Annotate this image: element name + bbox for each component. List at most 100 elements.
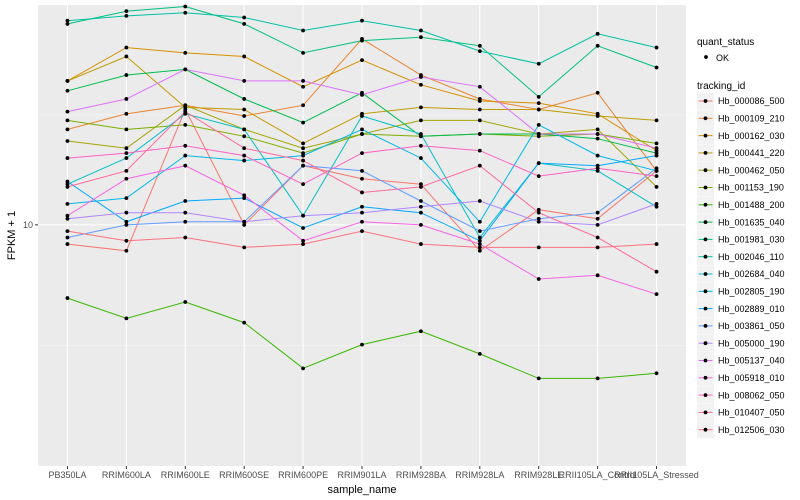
data-point xyxy=(536,107,541,112)
data-point xyxy=(360,210,364,215)
data-point xyxy=(477,99,482,103)
data-point xyxy=(65,182,70,187)
data-point xyxy=(477,238,482,243)
data-point xyxy=(242,153,247,158)
data-point xyxy=(242,134,247,139)
data-point xyxy=(183,153,188,158)
quant-status-ok-dot xyxy=(704,55,708,59)
legend-label: Hb_002889_010 xyxy=(718,304,785,314)
x-tick-label: RRIM901LA xyxy=(337,470,386,480)
data-point xyxy=(124,238,129,243)
data-point xyxy=(242,193,247,198)
data-point xyxy=(419,199,423,203)
x-tick-label: RRIM600SE xyxy=(219,470,269,480)
legend-label: Hb_001153_190 xyxy=(718,183,784,193)
data-point xyxy=(536,277,541,281)
data-point xyxy=(536,210,541,215)
data-point xyxy=(654,168,659,173)
data-point xyxy=(301,182,305,187)
data-point xyxy=(183,199,188,203)
legend-key-point xyxy=(703,324,708,328)
data-point xyxy=(360,168,364,173)
data-point xyxy=(301,153,305,158)
data-point xyxy=(242,97,247,101)
data-point xyxy=(360,132,364,136)
x-tick-label: RRII105LA_Control xyxy=(559,470,637,480)
data-point xyxy=(301,78,305,83)
data-point xyxy=(242,127,247,132)
legend-key-point xyxy=(703,168,708,173)
data-point xyxy=(65,118,70,123)
data-point xyxy=(654,269,659,274)
data-point xyxy=(419,204,423,209)
data-point xyxy=(419,82,423,87)
legend-label: Hb_005137_040 xyxy=(718,356,785,366)
data-point xyxy=(536,94,541,99)
data-point xyxy=(477,49,482,53)
data-point xyxy=(124,146,129,151)
data-point xyxy=(124,9,129,14)
data-point xyxy=(242,114,247,118)
legend-key-point xyxy=(703,375,708,380)
data-point xyxy=(595,43,600,48)
data-point xyxy=(536,61,541,66)
legend-label: Hb_001981_030 xyxy=(718,235,785,245)
legend-key-point xyxy=(703,393,708,397)
legend-label: Hb_000109_210 xyxy=(718,114,785,124)
quant-status-ok-label: OK xyxy=(716,53,729,63)
x-tick-label: RRII105LA_Stressed xyxy=(614,470,699,480)
legend-label: Hb_012506_030 xyxy=(718,425,785,435)
data-point xyxy=(242,78,247,83)
data-point xyxy=(242,54,247,59)
data-point xyxy=(595,166,600,171)
data-point xyxy=(360,204,364,209)
data-point xyxy=(477,107,482,112)
data-point xyxy=(477,248,482,253)
legend-key-point xyxy=(703,358,708,363)
data-point xyxy=(654,292,659,297)
data-point xyxy=(65,242,70,246)
data-point xyxy=(124,13,129,18)
legend-key-point xyxy=(703,254,708,259)
data-point xyxy=(65,156,70,160)
data-point xyxy=(242,196,247,201)
data-point xyxy=(654,153,659,158)
data-point xyxy=(183,219,188,224)
data-point xyxy=(242,245,247,250)
data-point xyxy=(477,235,482,240)
data-point xyxy=(124,73,129,77)
data-point xyxy=(419,28,423,33)
data-point xyxy=(477,219,482,224)
data-point xyxy=(124,54,129,59)
data-point xyxy=(595,168,600,173)
legend-label: Hb_001635_040 xyxy=(718,217,785,227)
data-point xyxy=(595,273,600,278)
legend-label: Hb_005000_190 xyxy=(718,338,785,348)
data-point xyxy=(301,242,305,246)
data-point xyxy=(301,84,305,89)
data-point xyxy=(360,229,364,234)
data-point xyxy=(419,143,423,148)
data-point xyxy=(419,156,423,160)
data-point xyxy=(301,146,305,151)
data-point xyxy=(301,120,305,125)
legend-label: Hb_002805_190 xyxy=(718,287,785,297)
data-point xyxy=(65,109,70,114)
data-point xyxy=(183,10,188,15)
legend-label: Hb_002046_110 xyxy=(718,252,784,262)
data-point xyxy=(65,139,70,143)
quant-status-legend-title: quant_status xyxy=(697,37,754,48)
data-point xyxy=(536,216,541,221)
data-point xyxy=(301,163,305,168)
data-point xyxy=(65,185,70,189)
data-point xyxy=(360,219,364,224)
data-point xyxy=(183,103,188,108)
data-point xyxy=(477,118,482,123)
data-point xyxy=(242,22,247,26)
data-point xyxy=(654,174,659,179)
data-point xyxy=(124,127,129,132)
data-point xyxy=(477,229,482,234)
legend-label: Hb_001488_200 xyxy=(718,200,785,210)
data-point xyxy=(183,143,188,148)
